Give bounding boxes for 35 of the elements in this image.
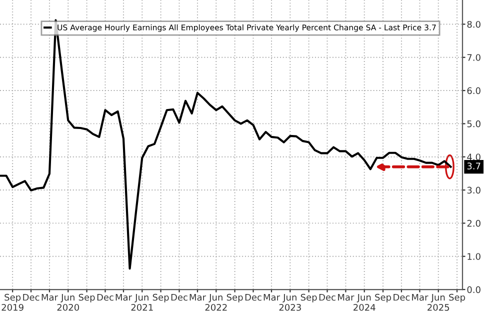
- x-tick-label: Dec: [23, 294, 40, 301]
- y-tick-label: 5.0: [467, 120, 480, 128]
- x-tick-label: Mar: [42, 294, 58, 301]
- y-tick-label: 7.0: [467, 54, 480, 61]
- x-tick-label: Sep: [226, 294, 243, 302]
- x-tick-label: Sep: [300, 294, 317, 302]
- x-tick-label: Sep: [152, 294, 169, 302]
- y-tick-label: 2.0: [467, 220, 480, 227]
- y-tick-label: 1.0: [468, 253, 480, 260]
- x-tick-label: Dec: [171, 294, 188, 301]
- x-tick-label: Dec: [394, 294, 410, 301]
- annotation: 3.7: [467, 162, 480, 170]
- x-tick-label: Jun 2020: [57, 294, 80, 311]
- y-tick-label: 0.0: [467, 286, 480, 294]
- x-tick-label: Mar: [412, 294, 428, 301]
- x-tick-label: Sep: [78, 294, 95, 302]
- y-tick-label: 4.0: [467, 154, 480, 160]
- x-tick-label: Sep 2019: [2, 294, 24, 311]
- x-tick-label: Jun 2025: [428, 294, 450, 311]
- x-tick-label: Dec: [97, 294, 114, 301]
- x-tick-label: Mar: [338, 294, 354, 301]
- x-tick-label: Jun 2024: [354, 294, 376, 311]
- x-tick-label: Jun 2021: [131, 294, 153, 311]
- x-tick-label: Sep: [375, 294, 392, 302]
- y-tick-label: 6.0: [467, 87, 480, 94]
- x-tick-label: Jun 2022: [205, 294, 227, 311]
- x-tick-label: Dec: [319, 294, 336, 301]
- x-tick-label: Dec: [245, 294, 262, 301]
- x-tick-label: Mar: [190, 294, 206, 301]
- y-tick-label: 8.0: [467, 20, 480, 28]
- x-tick-label: Jun 2023: [279, 294, 301, 311]
- x-tick-label: Mar: [116, 294, 132, 301]
- x-tick-label: Sep: [449, 294, 466, 302]
- x-tick-label: Mar: [264, 294, 280, 301]
- y-tick-label: 3.0: [467, 186, 480, 194]
